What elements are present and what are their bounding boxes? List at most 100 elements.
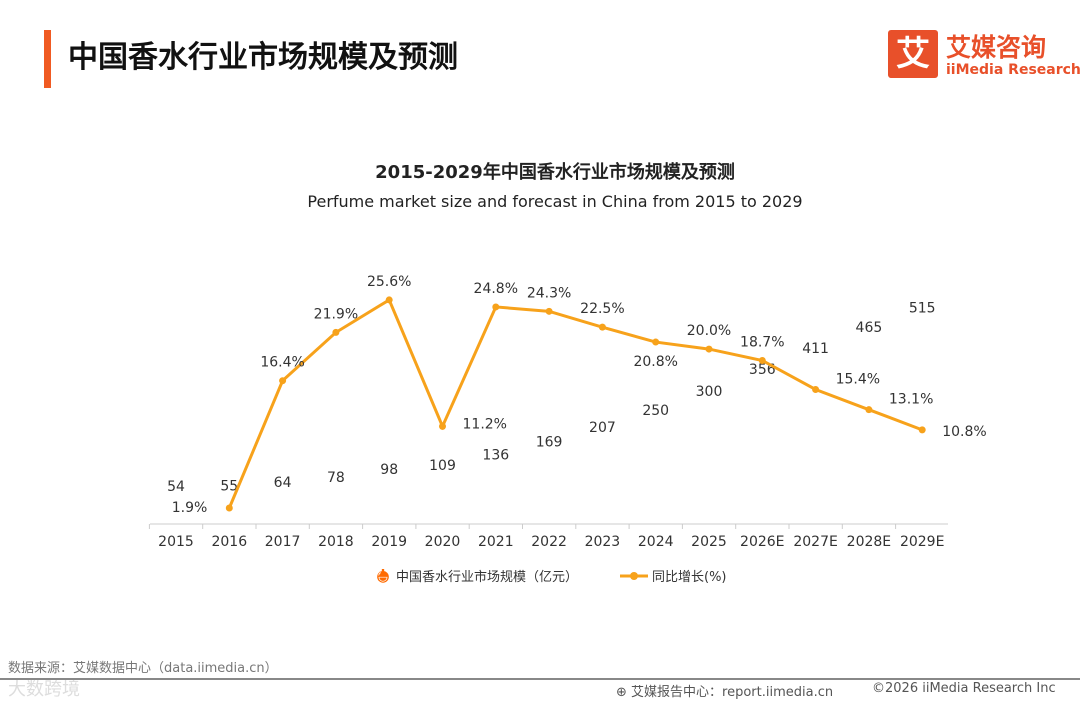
x-tick-label: 2019 — [371, 534, 407, 550]
bar-icon — [539, 477, 559, 499]
bar-icon — [432, 501, 453, 523]
x-tick-label: 2018 — [318, 534, 354, 550]
growth-point — [439, 422, 446, 430]
bar-value-label: 411 — [802, 341, 829, 357]
bar-icon — [752, 501, 773, 523]
bar-icon — [912, 501, 933, 523]
chart: 2015 54 2016 55 2017 64 2018 78 2019 98 2020 109 202… — [148, 274, 987, 585]
x-tick-label: 2021 — [478, 534, 514, 550]
x-tick-label: 2016 — [211, 534, 247, 550]
growth-label: 11.2% — [463, 416, 507, 432]
growth-label: 16.4% — [260, 355, 304, 371]
bar-icon — [645, 453, 666, 475]
bar-icon — [699, 429, 719, 451]
x-tick-label: 2022 — [531, 534, 567, 550]
bar-value-label: 109 — [429, 458, 456, 474]
globe-icon: ⊕ — [616, 685, 632, 700]
growth-point — [385, 296, 393, 304]
bar-icon — [272, 501, 293, 523]
growth-label: 1.9% — [172, 500, 208, 516]
bar-value-label: 465 — [856, 320, 883, 336]
logo-mark: 艾 — [888, 30, 938, 78]
bar-icon — [645, 501, 666, 523]
bar-icon — [485, 501, 506, 523]
bar-icon — [859, 453, 879, 475]
bar-value-label: 207 — [589, 420, 616, 436]
logo-en: iiMedia Research — [946, 62, 1080, 78]
bar-value-label: 136 — [482, 447, 509, 463]
legend-bar-label: 中国香水行业市场规模（亿元） — [396, 569, 578, 585]
growth-label: 22.5% — [580, 301, 624, 317]
growth-point — [279, 377, 287, 385]
bar-icon — [859, 344, 879, 355]
bar-icon — [432, 481, 453, 499]
growth-label: 24.8% — [474, 281, 518, 297]
x-tick-label: 2023 — [585, 534, 621, 550]
bar-value-label: 300 — [696, 384, 723, 400]
footer-divider — [0, 678, 1080, 680]
growth-label: 18.7% — [740, 334, 784, 350]
growth-point — [812, 385, 820, 393]
growth-label: 20.0% — [687, 323, 731, 339]
bar-icon — [859, 477, 879, 499]
bar-icon — [752, 477, 773, 499]
bar-icon — [912, 453, 933, 475]
bar-icon — [752, 429, 773, 451]
x-tick-label: 2028E — [847, 534, 891, 550]
bar-icon — [699, 477, 719, 499]
bar-value-label: 98 — [380, 462, 398, 478]
growth-label: 13.1% — [889, 392, 933, 408]
watermark: 大数跨境 — [8, 679, 80, 700]
growth-label: 20.8% — [633, 354, 677, 370]
bar-icon — [805, 429, 826, 451]
bar-icon — [912, 405, 933, 427]
bar-icon — [592, 477, 613, 499]
bar-value-label: 356 — [749, 362, 776, 378]
x-tick-label: 2020 — [425, 534, 461, 550]
chart-title: 2015-2029年中国香水行业市场规模及预测 — [375, 162, 735, 183]
title-accent-bar — [44, 30, 51, 88]
bar-icon — [645, 429, 666, 451]
bar-icon — [912, 357, 933, 379]
bar-icon — [805, 501, 826, 523]
legend-line-point — [630, 572, 638, 580]
growth-label: 15.4% — [836, 371, 880, 387]
source-note: 数据来源：艾媒数据中心（data.iimedia.cn） — [8, 661, 278, 676]
bar-icon — [379, 501, 400, 523]
growth-point — [652, 338, 660, 346]
bar-icon — [592, 501, 613, 523]
bar-icon — [485, 477, 506, 499]
report-text: 艾媒报告中心：report.iimedia.cn — [631, 685, 834, 700]
bar-icon — [859, 501, 879, 523]
growth-point — [545, 307, 553, 315]
bar-value-label: 515 — [909, 301, 936, 317]
x-tick-label: 2026E — [740, 534, 784, 550]
bar-icon — [592, 453, 613, 475]
bar-icon — [699, 453, 719, 475]
growth-point — [865, 406, 873, 414]
growth-label: 25.6% — [367, 274, 411, 290]
growth-point — [225, 504, 233, 512]
bar-icon — [699, 407, 719, 427]
bar-value-label: 169 — [536, 435, 563, 451]
bar-icon — [912, 333, 933, 355]
growth-line — [227, 297, 923, 509]
bar-icon — [805, 364, 826, 379]
copyright: ©2026 iiMedia Research Inc — [872, 681, 1056, 696]
bar-value-label: 78 — [327, 470, 345, 486]
bar-value-label: 64 — [274, 475, 292, 491]
growth-point — [332, 328, 340, 336]
growth-point — [918, 426, 926, 434]
bar-value-label: 250 — [642, 403, 669, 419]
bar-icon — [379, 486, 400, 499]
page-title: 中国香水行业市场规模及预测 — [68, 40, 458, 75]
bar-value-label: 54 — [167, 479, 185, 495]
report-link[interactable]: ⊕ 艾媒报告中心：report.iimedia.cn — [616, 681, 833, 700]
bar-icon — [539, 458, 559, 475]
growth-label: 10.8% — [942, 424, 986, 440]
bar-icon — [805, 405, 826, 427]
bar-icon — [699, 501, 719, 523]
x-tick-label: 2025 — [691, 534, 727, 550]
growth-point — [705, 345, 713, 353]
